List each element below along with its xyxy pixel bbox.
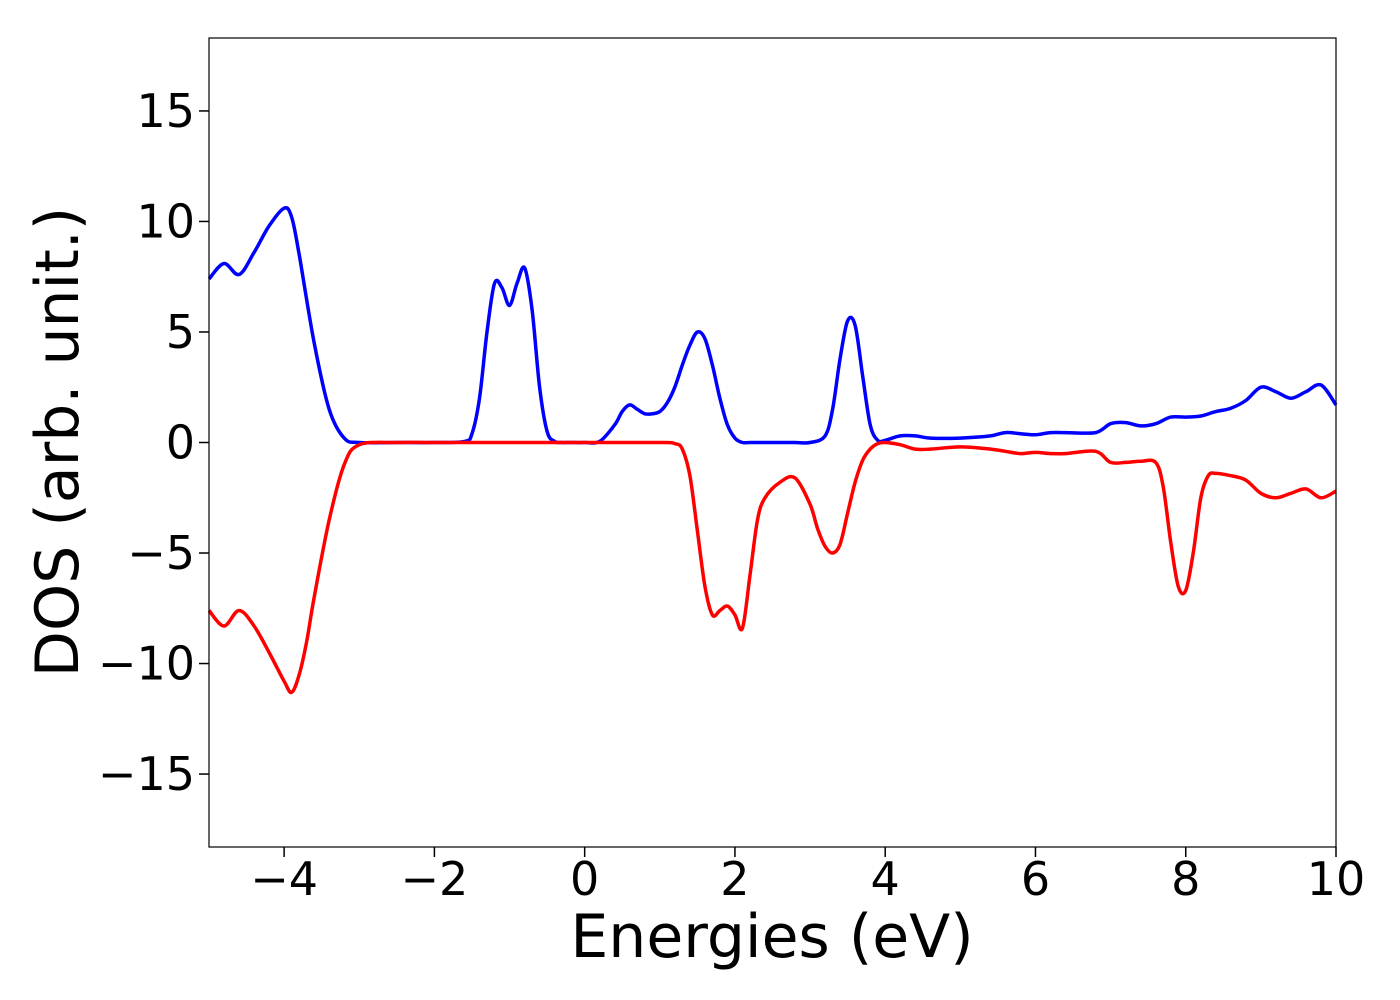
y-tick-label: 10 xyxy=(136,194,195,248)
y-tick-label: 5 xyxy=(166,305,195,359)
series-line-2 xyxy=(207,440,1337,695)
y-tick-label: −10 xyxy=(98,637,195,691)
x-axis-label: Energies (eV) xyxy=(570,902,973,972)
y-ticks: 15 10 5 0 −5 −10 −15 xyxy=(98,84,209,801)
series-line-1 xyxy=(207,206,1338,445)
x-tick-label: 0 xyxy=(570,852,599,906)
x-tick-label: 4 xyxy=(871,852,900,906)
y-tick-label: 15 xyxy=(136,84,195,138)
x-ticks: −4 −2 0 2 4 6 8 10 xyxy=(250,847,1365,906)
y-tick-label: 0 xyxy=(166,416,195,470)
x-tick-label: −4 xyxy=(250,852,318,906)
y-tick-label: −5 xyxy=(127,526,195,580)
x-tick-label: −2 xyxy=(400,852,468,906)
x-tick-label: 8 xyxy=(1171,852,1200,906)
x-tick-label: 6 xyxy=(1021,852,1050,906)
x-tick-label: 2 xyxy=(720,852,749,906)
y-axis-label: DOS (arb. unit.) xyxy=(23,207,93,677)
y-tick-label: −15 xyxy=(98,747,195,801)
series-layer xyxy=(207,206,1338,695)
x-tick-label: 10 xyxy=(1307,852,1366,906)
